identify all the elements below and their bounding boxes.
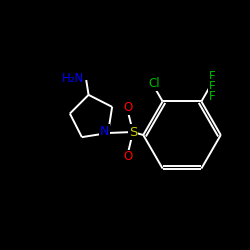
Text: N: N bbox=[100, 125, 109, 138]
Text: F: F bbox=[209, 70, 215, 83]
Text: O: O bbox=[124, 150, 133, 164]
Text: O: O bbox=[124, 102, 133, 114]
Text: F: F bbox=[209, 90, 215, 102]
Text: H₂N: H₂N bbox=[62, 72, 84, 85]
Text: Cl: Cl bbox=[148, 77, 160, 90]
Text: S: S bbox=[129, 126, 137, 138]
Text: F: F bbox=[209, 80, 215, 92]
